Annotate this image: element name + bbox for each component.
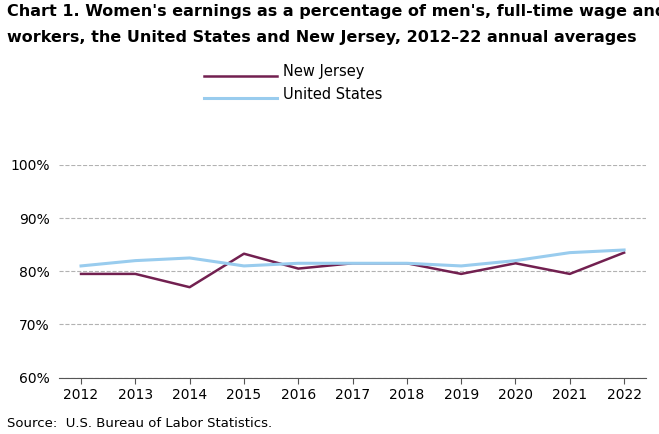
New Jersey [131,271,139,276]
United States [403,261,411,266]
Text: Chart 1. Women's earnings as a percentage of men's, full-time wage and salary: Chart 1. Women's earnings as a percentag… [7,4,659,20]
United States [511,258,519,263]
Text: Source:  U.S. Bureau of Labor Statistics.: Source: U.S. Bureau of Labor Statistics. [7,417,272,430]
United States [240,263,248,269]
Text: workers, the United States and New Jersey, 2012–22 annual averages: workers, the United States and New Jerse… [7,30,636,46]
New Jersey [349,261,357,266]
New Jersey [186,285,194,290]
New Jersey [566,271,574,276]
New Jersey [457,271,465,276]
New Jersey [620,250,628,255]
United States [620,247,628,253]
Line: United States: United States [81,250,624,266]
United States [295,261,302,266]
United States [131,258,139,263]
New Jersey [511,261,519,266]
Text: New Jersey: New Jersey [283,64,364,79]
New Jersey [77,271,85,276]
Line: New Jersey: New Jersey [81,253,624,287]
United States [186,255,194,260]
United States [349,261,357,266]
United States [77,263,85,269]
United States [457,263,465,269]
New Jersey [240,251,248,256]
Text: United States: United States [283,87,383,102]
United States [566,250,574,255]
New Jersey [295,266,302,271]
New Jersey [403,261,411,266]
